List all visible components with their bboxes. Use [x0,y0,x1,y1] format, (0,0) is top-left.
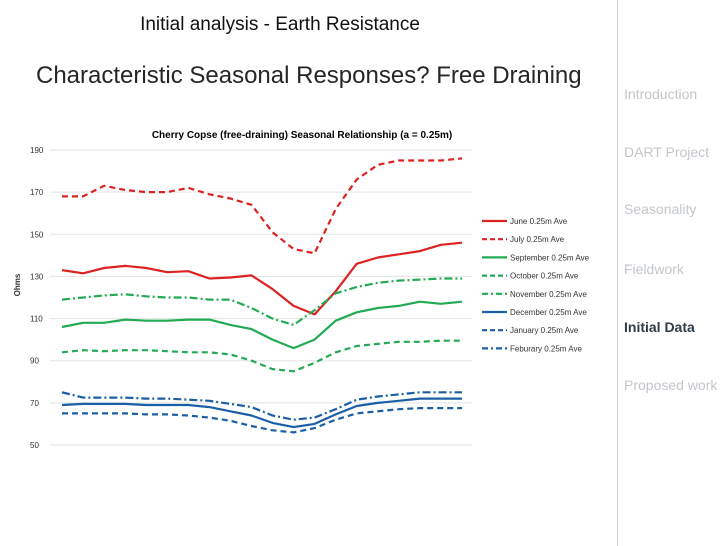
legend-label: October 0.25m Ave [510,272,579,281]
slide-title: Characteristic Seasonal Responses? Free … [36,62,582,89]
series-line-november-0-25m-ave [61,277,462,326]
sidebar-item-fieldwork[interactable]: Fieldwork [624,261,684,277]
y-tick-label: 150 [30,230,44,239]
y-tick-label: 70 [30,399,39,408]
chart-container: 50 70 90 110 130 150 170 190 Ohms Cherry Copse (f… [10,125,610,460]
y-axis-label: Ohms [13,273,22,296]
series-line-july-0-25m-ave [62,157,463,255]
sidebar-item-proposed-work[interactable]: Proposed work [624,377,718,393]
series-line-january-0-25m-ave [62,407,462,434]
sidebar-item-dart-project[interactable]: DART Project [624,144,710,160]
legend-label: June 0.25m Ave [510,217,568,226]
slide-header: Initial analysis - Earth Resistance [140,14,420,35]
sidebar-item-introduction[interactable]: Introduction [624,86,698,102]
legend-label: July 0.25m Ave [510,235,565,244]
sidebar-item-initial-data[interactable]: Initial Data [624,319,695,335]
y-tick-label: 50 [30,441,39,450]
y-tick-label: 170 [30,188,44,197]
sidebar-item-seasonality[interactable]: Seasonality [624,201,697,217]
y-tick-label: 110 [30,315,43,324]
legend-label: November 0.25m Ave [510,290,587,299]
sidebar-nav: Introduction DART Project Seasonality Fi… [617,0,728,546]
legend-label: January 0.25m Ave [510,326,579,335]
y-tick-label: 190 [30,146,44,155]
legend-label: Feburary 0.25m Ave [510,344,582,353]
series-line-december-0-25m-ave [61,397,462,429]
legend-label: September 0.25m Ave [510,253,590,262]
chart-title: Cherry Copse (free-draining) Seasonal Re… [152,130,452,141]
series-line-feburary-0-25m-ave [61,391,462,421]
line-chart: 50 70 90 110 130 150 170 190 Ohms Cherry Copse (f… [13,130,590,450]
legend-label: December 0.25m Ave [510,308,587,317]
series-line-june-0-25m-ave [61,241,463,316]
series-line-october-0-25m-ave [61,339,462,373]
y-tick-label: 90 [30,357,39,366]
series-line-september-0-25m-ave [61,300,463,350]
y-tick-label: 130 [30,272,44,281]
